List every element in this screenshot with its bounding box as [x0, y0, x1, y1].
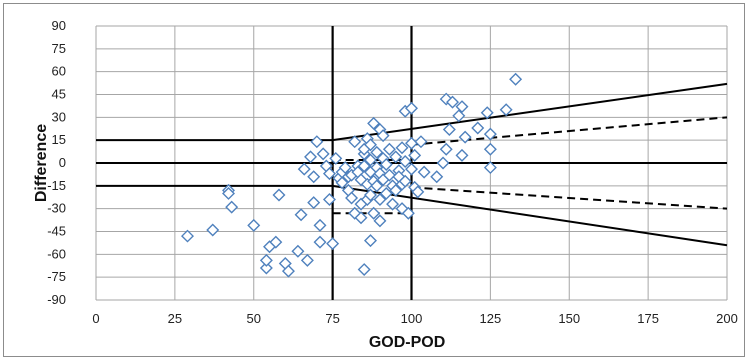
x-tick-label: 200 — [716, 311, 738, 326]
y-tick-label: 0 — [59, 155, 66, 170]
data-point — [431, 171, 442, 182]
data-point — [226, 202, 237, 213]
y-tick-label: -60 — [47, 246, 66, 261]
data-point — [305, 151, 316, 162]
data-point — [207, 224, 218, 235]
y-tick-label: 30 — [52, 109, 66, 124]
data-point — [460, 132, 471, 143]
data-point — [510, 74, 521, 85]
data-point — [315, 220, 326, 231]
data-point — [299, 164, 310, 175]
data-point — [501, 104, 512, 115]
x-tick-label: 175 — [637, 311, 659, 326]
data-point — [359, 264, 370, 275]
data-point — [296, 209, 307, 220]
y-tick-label: 45 — [52, 87, 66, 102]
data-point — [248, 220, 259, 231]
data-point — [308, 171, 319, 182]
data-point — [302, 255, 313, 266]
data-point — [472, 122, 483, 133]
x-tick-label: 50 — [247, 311, 261, 326]
data-point — [308, 197, 319, 208]
data-point — [261, 255, 272, 266]
data-point — [456, 150, 467, 161]
x-tick-label: 0 — [92, 311, 99, 326]
x-tick-label: 75 — [325, 311, 339, 326]
data-point — [365, 235, 376, 246]
x-tick-label: 125 — [480, 311, 502, 326]
data-point — [273, 189, 284, 200]
data-point — [444, 124, 455, 135]
data-point — [292, 246, 303, 257]
x-tick-label: 25 — [168, 311, 182, 326]
y-tick-label: -15 — [47, 178, 66, 193]
data-point — [415, 136, 426, 147]
data-point — [318, 148, 329, 159]
y-axis-title: Difference — [33, 124, 50, 202]
data-point — [311, 136, 322, 147]
y-tick-label: -75 — [47, 269, 66, 284]
data-point — [438, 158, 449, 169]
x-tick-label: 100 — [401, 311, 423, 326]
data-point — [182, 231, 193, 242]
x-axis-title: GOD-POD — [369, 334, 445, 351]
data-point — [327, 238, 338, 249]
y-tick-label: 60 — [52, 64, 66, 79]
data-point — [419, 167, 430, 178]
y-tick-label: -90 — [47, 292, 66, 307]
x-tick-label: 150 — [558, 311, 580, 326]
data-point — [441, 144, 452, 155]
data-point — [315, 237, 326, 248]
y-tick-label: -45 — [47, 224, 66, 239]
y-tick-label: 75 — [52, 41, 66, 56]
y-tick-label: 90 — [52, 18, 66, 33]
y-tick-label: 15 — [52, 132, 66, 147]
y-tick-label: -30 — [47, 201, 66, 216]
data-point — [485, 144, 496, 155]
